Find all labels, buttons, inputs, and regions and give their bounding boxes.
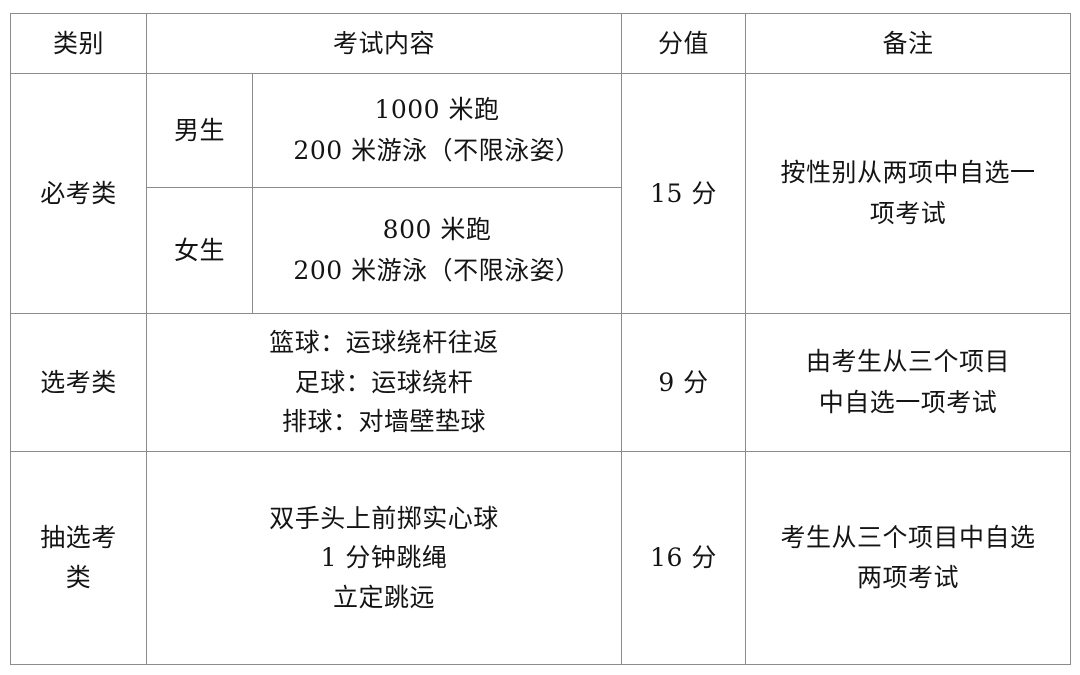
cell-category-required: 必考类 <box>10 73 147 314</box>
content-line: 200 米游泳（不限泳姿） <box>293 255 581 285</box>
remark-line: 两项考试 <box>857 563 960 592</box>
remark-lines: 由考生从三个项目 中自选一项考试 <box>746 342 1070 423</box>
content-line: 1000 米跑 <box>374 95 500 124</box>
cell-content-drawn-elective: 双手头上前掷实心球 1 分钟跳绳 立定跳远 <box>145 451 623 665</box>
cell-content-elective: 篮球：运球绕杆往返 足球：运球绕杆 排球：对墙壁垫球 <box>145 313 623 452</box>
cell-remark-elective: 由考生从三个项目 中自选一项考试 <box>745 313 1072 452</box>
category-line: 抽选考 <box>40 522 117 552</box>
content-line: 足球：运球绕杆 <box>294 367 474 397</box>
cell-content-male: 1000 米跑 200 米游泳（不限泳姿） <box>251 73 623 188</box>
table-row: 抽选考 类 双手头上前掷实心球 1 分钟跳绳 立定跳远 16 分 考生从三个项目… <box>10 451 1072 665</box>
content-lines: 800 米跑 200 米游泳（不限泳姿） <box>253 208 621 293</box>
content-line: 1 分钟跳绳 <box>320 543 448 573</box>
content-line: 篮球：运球绕杆往返 <box>269 328 499 358</box>
cell-score-elective: 9 分 <box>621 313 747 452</box>
remark-lines: 按性别从两项中自选一 项考试 <box>746 153 1070 234</box>
content-lines: 篮球：运球绕杆往返 足球：运球绕杆 排球：对墙壁垫球 <box>147 321 621 444</box>
table-row: 必考类 男生 1000 米跑 200 米游泳（不限泳姿） 15 分 按性别从两项… <box>10 73 1072 314</box>
cell-category-elective: 选考类 <box>10 313 147 452</box>
content-lines: 1000 米跑 200 米游泳（不限泳姿） <box>253 88 621 173</box>
category-label: 抽选考 类 <box>11 516 146 601</box>
content-line: 800 米跑 <box>382 215 492 244</box>
remark-line: 考生从三个项目中自选 <box>780 522 1036 552</box>
cell-content-female: 800 米跑 200 米游泳（不限泳姿） <box>251 187 623 314</box>
content-line: 排球：对墙壁垫球 <box>282 407 487 437</box>
cell-gender-female: 女生 <box>146 187 253 314</box>
header-cell-score: 分值 <box>621 13 747 74</box>
content-line: 立定跳远 <box>333 582 436 612</box>
header-cell-remark: 备注 <box>745 13 1072 74</box>
content-lines: 双手头上前掷实心球 1 分钟跳绳 立定跳远 <box>147 497 621 620</box>
remark-line: 项考试 <box>869 198 947 228</box>
remark-line: 由考生从三个项目 <box>806 347 1011 376</box>
cell-gender-male: 男生 <box>146 73 253 188</box>
remark-lines: 考生从三个项目中自选 两项考试 <box>746 518 1070 599</box>
cell-score-required: 15 分 <box>621 73 747 314</box>
remark-line: 中自选一项考试 <box>818 387 998 417</box>
category-line: 类 <box>65 563 92 592</box>
remark-line: 按性别从两项中自选一 <box>780 158 1036 187</box>
cell-remark-drawn-elective: 考生从三个项目中自选 两项考试 <box>745 451 1072 665</box>
category-label: 必考类 <box>40 178 117 208</box>
header-cell-category: 类别 <box>10 13 147 74</box>
table-row: 女生 800 米跑 200 米游泳（不限泳姿） <box>11 187 1071 314</box>
category-label: 选考类 <box>40 367 117 397</box>
content-line: 双手头上前掷实心球 <box>269 503 499 533</box>
cell-score-drawn-elective: 16 分 <box>621 451 747 665</box>
cell-remark-required: 按性别从两项中自选一 项考试 <box>745 73 1072 314</box>
table-header-row: 类别 考试内容 分值 备注 <box>10 13 1072 74</box>
header-cell-content: 考试内容 <box>145 13 623 74</box>
exam-requirements-table: 类别 考试内容 分值 备注 必考类 男生 1000 米跑 200 米游泳（不限泳… <box>10 13 1072 665</box>
content-line: 200 米游泳（不限泳姿） <box>293 135 581 165</box>
cell-category-drawn-elective: 抽选考 类 <box>10 451 147 665</box>
table-row: 选考类 篮球：运球绕杆往返 足球：运球绕杆 排球：对墙壁垫球 9 分 由考生从三… <box>10 313 1072 452</box>
